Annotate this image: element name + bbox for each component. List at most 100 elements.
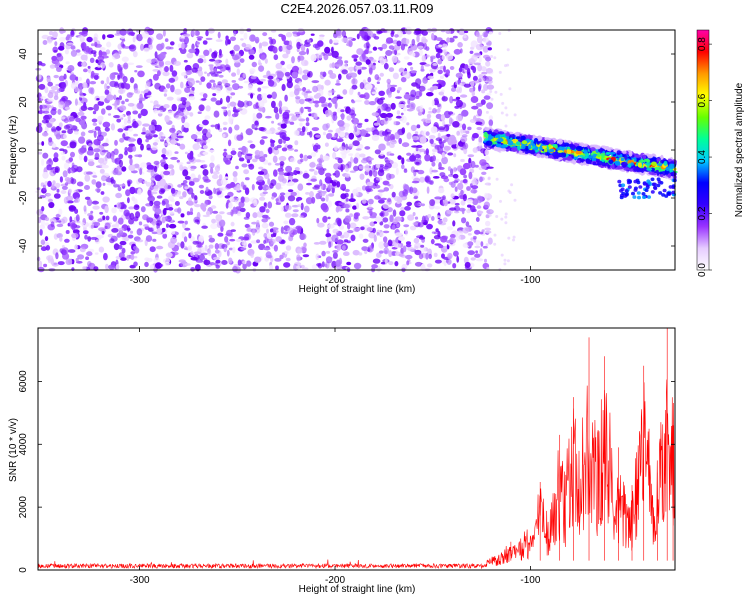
spectrogram-cell [48, 137, 53, 143]
spectrogram-cell [402, 245, 407, 253]
spectrogram-cell [273, 54, 279, 61]
spectrogram-cell [427, 75, 435, 80]
spectrogram-cell [400, 206, 405, 211]
spectrogram-cell [307, 108, 312, 113]
y-tick-label: 0 [18, 147, 29, 153]
spectrogram-cell [210, 223, 218, 230]
spectrogram-cell [111, 228, 119, 233]
spectrogram-cell [469, 50, 474, 54]
snr-y-axis-label: SNR (10 * v/v) [8, 418, 19, 482]
spectrogram-cell [130, 254, 135, 260]
spectrogram-cell [218, 49, 222, 56]
spectrogram-cell [606, 147, 611, 151]
spectrogram-cell [196, 36, 204, 39]
spectrogram-cell [146, 95, 152, 98]
spectrogram-cell [82, 230, 89, 235]
spectrogram-cell [232, 171, 238, 178]
colorbar-tick-label: 0.8 [697, 37, 708, 51]
spectrogram-cell [117, 74, 120, 81]
spectrogram-cell [366, 181, 374, 186]
spectrogram-cell [421, 130, 428, 137]
spectrogram-cell [183, 59, 188, 63]
spectrogram-cell [210, 155, 215, 162]
spectrogram-cell [128, 45, 135, 50]
spectrogram-x-ticks: -300 -200 -100 [130, 30, 541, 286]
spectrogram-cell [225, 233, 231, 236]
spectrogram-cell [39, 228, 43, 236]
spectrogram-cell [521, 140, 528, 145]
spectrogram-cell [217, 81, 222, 86]
spectrogram-cell [449, 96, 454, 104]
spectrogram-cell [68, 188, 72, 194]
spectrogram-cell [396, 110, 401, 115]
spectrogram-cell [322, 123, 329, 131]
spectrogram-cell [475, 258, 484, 262]
spectrogram-cell [152, 142, 158, 146]
spectrogram-cell [313, 112, 318, 120]
spectrogram-cell [300, 44, 306, 52]
spectrogram-cell [90, 50, 97, 55]
spectrogram-cell [301, 126, 306, 133]
spectrogram-cell [462, 162, 471, 170]
spectrogram-cell [78, 136, 86, 144]
spectrogram-cell [97, 100, 105, 106]
spectrogram-cell [393, 242, 401, 248]
spectrogram-cell [232, 246, 236, 254]
spectrogram-cells [35, 26, 678, 274]
spectrogram-cell [361, 246, 369, 252]
spectrogram-cell [265, 208, 270, 214]
spectrogram-cell [433, 97, 439, 103]
spectrogram-cell [245, 260, 252, 267]
spectrogram-cell [283, 262, 291, 268]
spectrogram-cell [41, 158, 45, 166]
spectrogram-cell [137, 154, 143, 158]
spectrogram-cell [176, 135, 184, 139]
spectrogram-cell [215, 259, 221, 264]
spectrogram-cell [379, 212, 384, 217]
spectrogram-cell [369, 185, 377, 189]
spectrogram-cell [443, 124, 451, 127]
spectrogram-cell [237, 259, 242, 266]
spectrogram-cell [52, 157, 59, 163]
spectrogram-cell [231, 72, 237, 77]
spectrogram-cell [259, 206, 266, 213]
spectrogram-cell [390, 30, 395, 35]
spectrogram-cell [181, 42, 185, 50]
spectrogram-cell [78, 35, 84, 39]
spectrogram-cell [39, 96, 47, 99]
spectrogram-cell [271, 196, 275, 200]
spectrogram-cell [455, 80, 458, 86]
spectrogram-cell [284, 94, 288, 102]
spectrogram-cell [329, 63, 333, 68]
spectrogram-cell [306, 182, 312, 186]
spectrogram-cell [456, 130, 460, 136]
spectrogram-cell [202, 119, 209, 126]
spectrogram-cell [39, 195, 46, 199]
spectrogram-cell [484, 192, 488, 200]
spectrogram-cell [471, 185, 479, 190]
spectrogram-cell [390, 102, 396, 110]
spectrogram-cell [223, 148, 227, 152]
spectrogram-cell [482, 245, 488, 249]
spectrogram-cell [244, 44, 252, 50]
spectrogram-cell [129, 264, 136, 269]
spectrogram-cell [46, 98, 54, 102]
spectrogram-cell [205, 186, 209, 192]
spectrogram-cell [315, 253, 320, 261]
spectrogram-cell [424, 175, 431, 183]
spectrogram-cell [416, 35, 420, 43]
spectrogram-cell [289, 121, 295, 125]
spectrogram-cell [319, 240, 327, 245]
spectrogram-cell [436, 79, 443, 83]
spectrogram-cell [311, 127, 320, 132]
spectrogram-cell [311, 196, 316, 204]
spectrogram-cell [482, 31, 489, 38]
spectrogram-cell [319, 179, 323, 187]
spectrogram-cell [167, 110, 175, 115]
spectrogram-cell [141, 132, 147, 135]
spectrogram-cell [476, 205, 482, 209]
spectrogram-cell [75, 257, 79, 263]
spectrogram-cell [54, 41, 58, 46]
spectrogram-cell [171, 70, 178, 77]
spectrogram-cell [90, 70, 95, 78]
